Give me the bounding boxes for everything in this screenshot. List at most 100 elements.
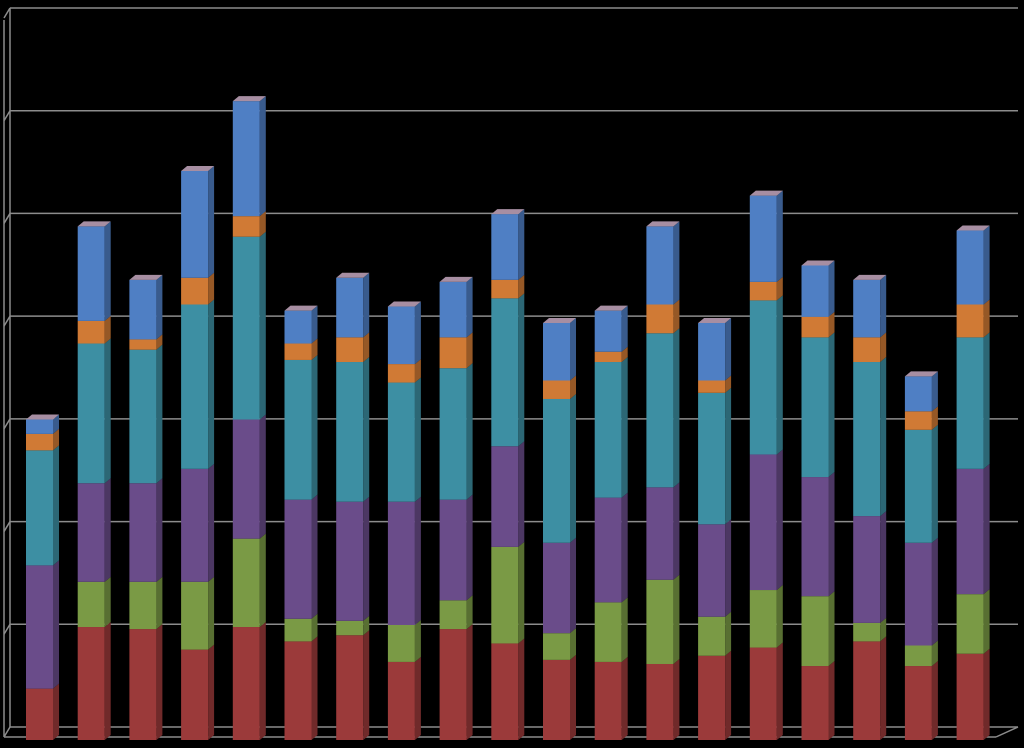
bar-segment-side — [725, 317, 732, 381]
bar-segment — [646, 487, 674, 580]
bar-segment-side — [776, 449, 783, 591]
bar-segment-side — [880, 274, 887, 338]
bar-segment-side — [570, 393, 576, 543]
bar-segment — [853, 362, 881, 517]
bar-segment-side — [673, 658, 680, 740]
bar-segment — [129, 339, 157, 350]
gridline-depth — [3, 726, 11, 738]
bar-segment — [387, 501, 415, 625]
bar-segment — [853, 279, 881, 338]
bar-segment-side — [983, 299, 990, 338]
bar-segment-side — [466, 595, 473, 630]
bar-segment-side — [414, 301, 421, 365]
bar-segment-side — [104, 576, 111, 628]
bar-segment — [336, 362, 364, 502]
bar-segment-side — [311, 305, 318, 344]
bar-segment-side — [880, 617, 887, 642]
bar-segment-side — [621, 492, 628, 603]
bar-segment-side — [414, 619, 421, 662]
bar-segment-side — [259, 622, 266, 740]
bar-segment — [439, 368, 467, 500]
bar-stack — [801, 260, 835, 740]
bar-segment — [956, 468, 984, 595]
bar-segment — [336, 620, 364, 636]
bar-segment-side — [363, 496, 370, 621]
bar-segment — [594, 310, 622, 352]
bar-segment — [956, 337, 984, 469]
bar-segment — [26, 419, 53, 434]
bar-segment — [491, 298, 519, 447]
bar-stack — [646, 221, 680, 740]
bar-segment — [543, 398, 570, 543]
bar-segment — [543, 633, 570, 660]
bar-segment — [801, 666, 829, 740]
bar-segment — [181, 277, 209, 305]
bar-top — [77, 221, 111, 227]
bar-segment — [26, 688, 53, 740]
bar-segment — [853, 516, 881, 623]
bar-segment-side — [621, 597, 628, 662]
bar-top — [336, 272, 370, 278]
bar-segment — [181, 468, 209, 582]
bar-top — [853, 274, 887, 280]
bar-segment-side — [208, 299, 215, 469]
bar-segment — [646, 663, 674, 740]
bar-segment — [801, 316, 829, 338]
bar-segment — [439, 499, 467, 601]
gridline-depth — [3, 521, 11, 532]
bar-segment-side — [104, 622, 111, 740]
bar-segment-side — [156, 274, 163, 340]
bar-segment — [594, 661, 622, 740]
bar-segment — [181, 649, 209, 740]
bar-segment — [646, 226, 674, 305]
bar-segment-side — [983, 589, 990, 654]
bar-segment-side — [311, 338, 318, 360]
bar-segment-side — [570, 654, 576, 740]
x-axis-depth — [995, 726, 1019, 738]
bar-segment — [698, 616, 726, 656]
bar-segment — [594, 497, 622, 603]
gridline-depth — [3, 7, 11, 19]
bar-segment — [181, 304, 209, 469]
bar-segment — [181, 170, 209, 278]
bar-segment — [698, 524, 726, 617]
bar-stack — [749, 190, 783, 740]
bar-segment — [439, 337, 467, 369]
bar-segment — [749, 454, 777, 591]
bar-segment-side — [776, 295, 783, 455]
bar-segment — [129, 581, 157, 630]
bar-segment — [129, 279, 157, 340]
bar-segment-side — [414, 656, 421, 740]
bar-segment-side — [983, 332, 990, 469]
bar-segment-side — [104, 315, 111, 344]
bar-segment-side — [466, 494, 473, 601]
bar-segment-side — [931, 406, 938, 430]
bar-segment-side — [673, 299, 680, 334]
bar-segment-side — [776, 585, 783, 648]
bar-segment-side — [208, 463, 215, 582]
bar-segment-side — [931, 640, 938, 667]
bar-segment — [439, 629, 467, 740]
bar-segment — [904, 411, 932, 430]
bar-stack — [491, 209, 525, 740]
bar-segment-side — [518, 541, 525, 644]
bars — [26, 96, 990, 740]
bar-top — [543, 317, 576, 323]
bar-top — [232, 96, 266, 102]
bar-segment — [904, 429, 932, 543]
bar-segment — [853, 641, 881, 740]
bar-segment-side — [621, 656, 628, 740]
bar-segment — [698, 392, 726, 525]
bar-segment-side — [725, 611, 732, 656]
bar-segment-side — [725, 375, 732, 393]
bar-segment-side — [828, 260, 835, 317]
bar-segment-side — [208, 576, 215, 650]
bar-segment — [26, 565, 53, 689]
bar-stack — [232, 96, 266, 740]
bar-segment — [749, 281, 777, 301]
bar-segment-side — [931, 424, 938, 543]
bar-top — [181, 165, 215, 171]
bar-segment — [387, 661, 415, 740]
bar-segment-side — [53, 428, 59, 451]
